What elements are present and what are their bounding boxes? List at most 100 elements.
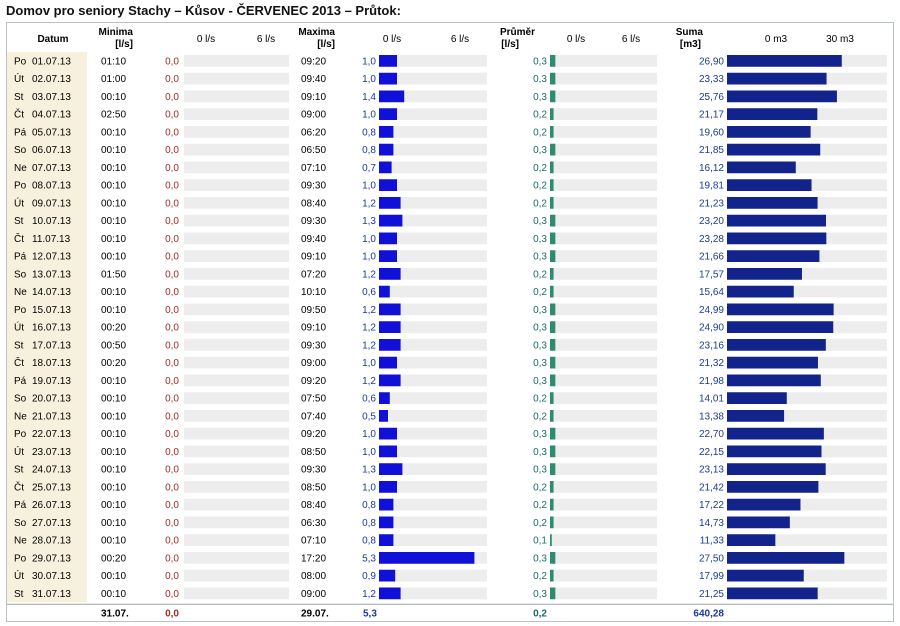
avg-bar	[550, 410, 554, 422]
header-date: Datum	[37, 34, 68, 45]
avg-bar	[550, 108, 554, 120]
row-date: 30.07.13	[32, 571, 71, 582]
min-time: 00:20	[101, 553, 126, 564]
max-time: 06:50	[301, 145, 326, 156]
row-day: St	[14, 92, 24, 103]
avg-bar	[550, 232, 556, 245]
max-time: 06:20	[301, 127, 326, 138]
sum-value: 11,33	[700, 536, 725, 547]
sum-value: 25,76	[699, 92, 724, 103]
max-bar-track	[379, 445, 487, 458]
sum-value: 24,99	[699, 305, 724, 316]
min-bar-track	[184, 126, 289, 138]
sum-bar-track	[727, 392, 887, 404]
sum-value: 23,16	[699, 340, 724, 351]
sum-bar	[727, 250, 820, 262]
row-day: So	[14, 394, 27, 405]
total-avg: 0,2	[533, 608, 547, 619]
sum-bar	[727, 427, 824, 440]
sum-axis-0: 0 m3	[765, 34, 788, 45]
avg-value: 0,3	[533, 376, 547, 387]
min-time: 00:10	[101, 234, 126, 245]
min-time: 00:10	[101, 181, 126, 192]
sum-bar	[727, 339, 826, 351]
row-day: Po	[14, 56, 27, 67]
sum-bar	[727, 392, 787, 404]
max-bar-track	[379, 392, 487, 404]
sum-bar	[727, 321, 834, 333]
sum-value: 17,22	[699, 500, 724, 511]
max-bar	[379, 481, 397, 493]
max-value: 1,0	[362, 447, 376, 458]
row-day: Po	[14, 553, 27, 564]
avg-bar-track	[550, 427, 657, 440]
max-value: 5,3	[362, 553, 376, 564]
min-value: 0,0	[165, 571, 179, 582]
row-day: Ne	[14, 163, 27, 174]
date-column-bg	[7, 52, 87, 603]
sum-value: 19,81	[699, 181, 724, 192]
sum-bar	[727, 552, 845, 564]
avg-bar-track	[550, 534, 657, 546]
min-time: 00:10	[101, 252, 126, 263]
max-value: 1,0	[362, 110, 376, 121]
header-min: Minima	[99, 27, 134, 38]
min-bar-track	[184, 90, 289, 103]
row-date: 24.07.13	[32, 465, 71, 476]
row-date: 25.07.13	[32, 482, 71, 493]
row-day: Pá	[14, 127, 27, 138]
sum-bar-track	[727, 285, 887, 298]
sum-bar	[727, 534, 776, 546]
avg-bar	[550, 55, 556, 67]
min-bar-track	[184, 481, 289, 493]
max-bar	[379, 321, 401, 333]
max-bar	[379, 569, 396, 582]
min-value: 0,0	[165, 465, 179, 476]
avg-bar	[550, 427, 556, 440]
min-value: 0,0	[165, 234, 179, 245]
sum-value: 22,15	[699, 447, 724, 458]
max-value: 1,0	[362, 429, 376, 440]
avg-bar	[550, 90, 556, 103]
min-bar-track	[184, 587, 289, 600]
row-date: 05.07.13	[32, 127, 71, 138]
total-sum: 640,28	[693, 608, 724, 619]
row-date: 26.07.13	[32, 500, 71, 511]
row-day: Po	[14, 181, 27, 192]
avg-bar	[550, 463, 556, 475]
avg-value: 0,3	[533, 234, 547, 245]
min-time: 00:10	[101, 411, 126, 422]
max-bar	[379, 303, 401, 316]
row-day: Po	[14, 429, 27, 440]
max-time: 07:50	[301, 394, 326, 405]
max-bar	[379, 143, 394, 156]
avg-bar-track	[550, 587, 657, 600]
avg-value: 0,2	[533, 198, 547, 209]
row-day: St	[14, 465, 24, 476]
row-day: Út	[14, 569, 24, 582]
avg-axis-0: 0 l/s	[567, 34, 585, 45]
row-day: So	[14, 145, 27, 156]
row-date: 27.07.13	[32, 518, 71, 529]
avg-value: 0,2	[533, 411, 547, 422]
min-value: 0,0	[165, 411, 179, 422]
max-bar-track	[379, 356, 487, 369]
avg-bar	[550, 516, 554, 529]
row-date: 13.07.13	[32, 269, 71, 280]
min-bar-track	[184, 161, 289, 174]
sum-bar	[727, 481, 819, 493]
min-value: 0,0	[165, 198, 179, 209]
sum-bar	[727, 516, 790, 529]
avg-bar-track	[550, 303, 657, 316]
sum-bar-track	[727, 498, 887, 511]
min-bar-track	[184, 179, 289, 191]
row-day: Ne	[14, 287, 27, 298]
avg-bar	[550, 321, 556, 333]
max-bar	[379, 126, 394, 138]
max-bar-track	[379, 143, 487, 156]
min-axis-0: 0 l/s	[197, 34, 215, 45]
max-time: 09:40	[301, 74, 326, 85]
min-bar-track	[184, 55, 289, 67]
min-value: 0,0	[165, 127, 179, 138]
avg-bar	[550, 587, 556, 600]
